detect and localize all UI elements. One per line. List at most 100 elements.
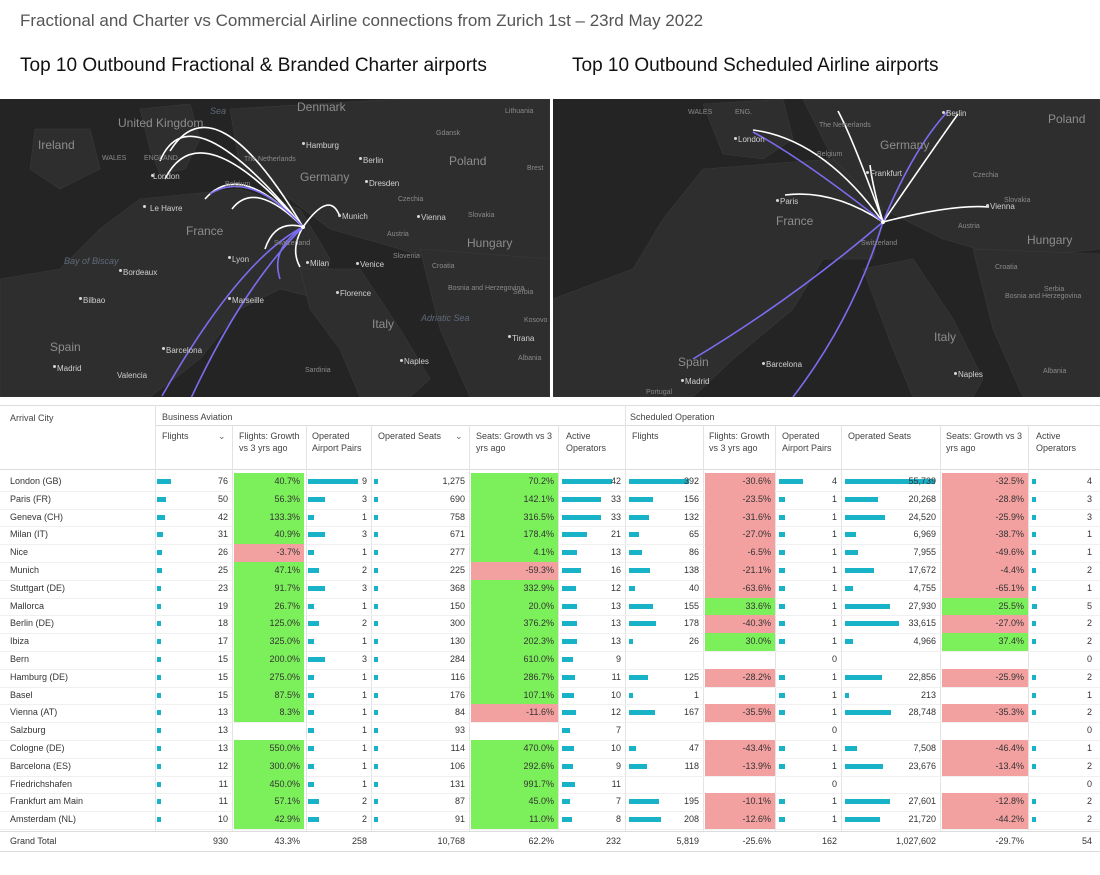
so-pairs-bar bbox=[779, 692, 785, 698]
ba-seats-bar bbox=[374, 781, 378, 787]
cell-ba-pairs: 2 bbox=[361, 618, 367, 629]
cell-ba-flights: 15 bbox=[217, 671, 228, 682]
right-label-wales: WALES bbox=[688, 109, 713, 116]
table-column-divider bbox=[232, 425, 233, 831]
col-header-so-seats-growth[interactable]: Seats: Growth vs 3 yrs ago bbox=[946, 431, 1023, 453]
so-pairs-bar bbox=[779, 710, 785, 716]
left-label-venice: Venice bbox=[360, 260, 385, 269]
right-city-dot bbox=[776, 199, 779, 202]
cell-ba-pairs: 1 bbox=[361, 636, 367, 647]
left-label-naples: Naples bbox=[404, 357, 429, 366]
col-header-arrival-city[interactable]: Arrival City bbox=[10, 413, 54, 423]
cell-so-pairs: 1 bbox=[831, 707, 837, 718]
cell-ba-flights-growth: 133.3% bbox=[269, 511, 300, 522]
so-ops-bar bbox=[1032, 532, 1036, 538]
chevron-down-icon[interactable]: ⌄ bbox=[218, 431, 226, 441]
cell-ba-flights: 17 bbox=[217, 636, 228, 647]
left-route-line bbox=[209, 185, 304, 228]
ba-pairs-bar bbox=[308, 817, 320, 823]
col-header-so-flights-growth[interactable]: Flights: Growth vs 3 yrs ago bbox=[709, 431, 770, 453]
cell-so-ops: 2 bbox=[1086, 796, 1092, 807]
so-pairs-bar bbox=[779, 746, 785, 751]
cell-ba-flights: 25 bbox=[217, 565, 228, 575]
growth-cell-highlight bbox=[471, 490, 558, 509]
left-city-dot bbox=[508, 335, 511, 338]
right-city-dot bbox=[954, 372, 957, 375]
left-city-dot bbox=[79, 297, 82, 300]
cell-ba-seats: 284 bbox=[449, 654, 465, 664]
left-route-line bbox=[294, 226, 304, 268]
table-column-divider bbox=[625, 405, 626, 425]
chevron-down-icon[interactable]: ⌄ bbox=[455, 431, 463, 441]
cell-ba-flights-growth: 450.0% bbox=[269, 778, 300, 789]
ba-flights-bar bbox=[157, 728, 161, 734]
left-label-dresden: Dresden bbox=[369, 179, 400, 188]
growth-cell-highlight bbox=[705, 633, 775, 651]
left-label-florence: Florence bbox=[340, 289, 372, 298]
cell-so-seats: 4,755 bbox=[913, 582, 936, 593]
so-ops-bar bbox=[1032, 603, 1037, 609]
cell-ba-pairs: 1 bbox=[361, 671, 367, 682]
total-ba-ops: 232 bbox=[605, 836, 621, 846]
ba-ops-bar bbox=[562, 639, 578, 645]
right-label-croatia: Croatia bbox=[995, 264, 1018, 271]
so-seats-bar bbox=[845, 817, 881, 823]
cell-so-flights: 208 bbox=[683, 814, 699, 825]
col-header-so-pairs[interactable]: Operated Airport Pairs bbox=[782, 431, 832, 453]
right-label-madrid: Madrid bbox=[685, 377, 710, 386]
col-header-ba-seats-growth[interactable]: Seats: Growth vs 3 yrs ago bbox=[476, 431, 553, 453]
table-column-divider bbox=[841, 425, 842, 831]
col-header-so-seats[interactable]: Operated Seats bbox=[848, 431, 912, 441]
cell-ba-seats-growth: 20.0% bbox=[528, 600, 554, 611]
so-pairs-bar bbox=[779, 639, 785, 645]
left-label-sea: Sea bbox=[210, 106, 227, 116]
cell-ba-seats: 277 bbox=[449, 547, 465, 558]
cell-ba-seats-growth: 4.1% bbox=[533, 547, 554, 558]
row-arrival-city: Barcelona (ES) bbox=[10, 760, 72, 771]
col-header-ba-operators[interactable]: Active Operators bbox=[566, 431, 607, 453]
cell-so-flights-growth: 33.6% bbox=[745, 600, 771, 611]
table-column-divider bbox=[306, 425, 307, 831]
cell-ba-pairs: 3 bbox=[361, 529, 367, 540]
ba-pairs-bar bbox=[308, 781, 314, 787]
cell-so-ops: 3 bbox=[1086, 493, 1092, 504]
cell-so-seats: 22,856 bbox=[908, 671, 936, 682]
total-ba-pairs: 258 bbox=[351, 836, 367, 846]
cell-so-flights: 138 bbox=[683, 565, 699, 575]
so-flights-bar bbox=[629, 479, 689, 484]
col-header-ba-flights[interactable]: Flights ⌄ bbox=[162, 431, 226, 441]
cell-ba-ops: 12 bbox=[610, 582, 621, 593]
so-pairs-bar bbox=[779, 532, 785, 538]
growth-cell-highlight bbox=[942, 793, 1028, 812]
growth-cell-highlight bbox=[705, 757, 775, 776]
so-ops-bar bbox=[1032, 585, 1036, 591]
ba-pairs-bar bbox=[308, 532, 325, 538]
col-header-so-operators[interactable]: Active Operators bbox=[1036, 431, 1077, 453]
ba-seats-bar bbox=[374, 621, 378, 627]
cell-ba-flights-growth: 550.0% bbox=[269, 743, 300, 753]
cell-so-flights-growth: -27.0% bbox=[742, 529, 771, 540]
ba-seats-bar bbox=[374, 710, 378, 716]
cell-so-seats-growth: -13.4% bbox=[995, 760, 1024, 771]
ba-pairs-bar bbox=[308, 514, 314, 520]
right-label-paris: Paris bbox=[780, 197, 799, 206]
row-arrival-city: Bern bbox=[10, 654, 30, 664]
cell-so-pairs: 0 bbox=[831, 654, 837, 664]
row-arrival-city: Vienna (AT) bbox=[10, 707, 58, 718]
left-label-czechia: Czechia bbox=[398, 196, 424, 203]
col-header-ba-seats[interactable]: Operated Seats ⌄ bbox=[378, 431, 463, 441]
cell-ba-flights: 42 bbox=[217, 511, 228, 522]
cell-so-pairs: 1 bbox=[831, 565, 837, 575]
col-header-so-flights[interactable]: Flights bbox=[632, 431, 659, 441]
growth-cell-highlight bbox=[705, 793, 775, 812]
left-label-the-netherlands: The Netherlands bbox=[244, 156, 296, 163]
col-header-ba-pairs[interactable]: Operated Airport Pairs bbox=[312, 431, 362, 453]
col-header-ba-flights-growth[interactable]: Flights: Growth vs 3 yrs ago bbox=[239, 431, 300, 453]
right-label-hungary: Hungary bbox=[1027, 233, 1073, 247]
cell-ba-seats-growth: -11.6% bbox=[526, 707, 554, 718]
left-map-land bbox=[0, 99, 550, 397]
growth-cell-highlight bbox=[471, 686, 558, 705]
row-arrival-city: Nice bbox=[10, 547, 29, 558]
growth-cell-highlight bbox=[234, 508, 304, 527]
cell-ba-flights-growth: 91.7% bbox=[274, 582, 300, 593]
